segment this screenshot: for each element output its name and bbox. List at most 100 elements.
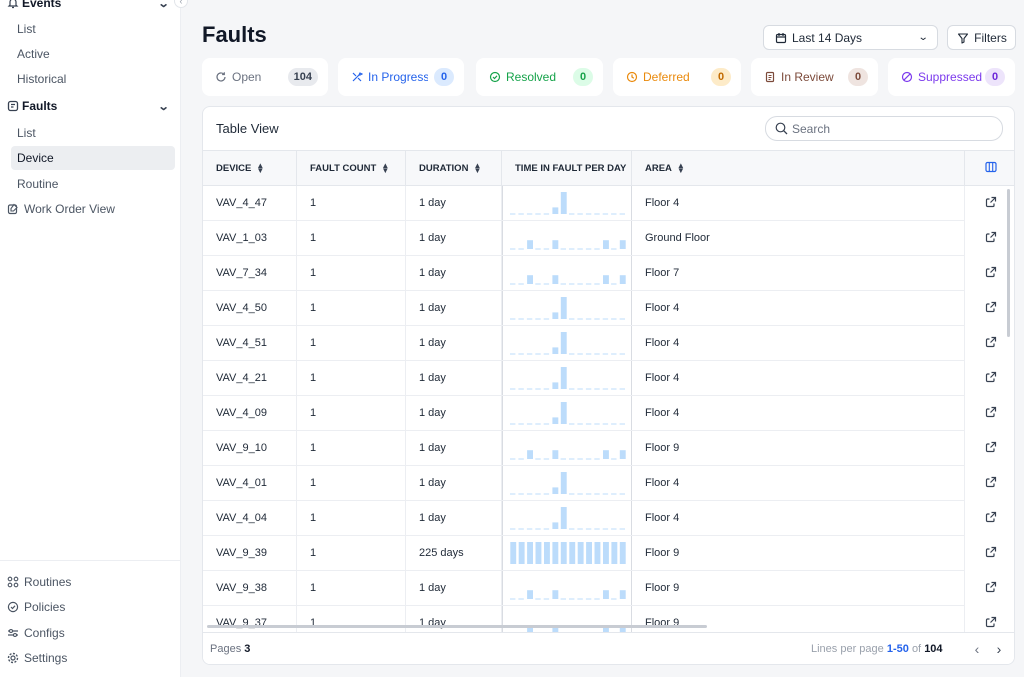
open-external-button[interactable]: [965, 186, 1014, 221]
sidebar-item-faults-routine[interactable]: Routine: [11, 172, 175, 196]
sparkline-baseline: [569, 283, 575, 285]
horizontal-scrollbar[interactable]: [207, 625, 707, 628]
column-settings-button[interactable]: [965, 151, 1014, 185]
cell-fault-count: 1: [297, 326, 406, 360]
table-row[interactable]: VAV_9_37 1 1 day Floor 9: [203, 606, 965, 632]
sidebar-item-configs[interactable]: Configs: [6, 623, 65, 643]
open-external-button[interactable]: [965, 291, 1014, 326]
next-page-button[interactable]: ›: [996, 641, 1002, 657]
nav-section-events[interactable]: Events ⌄: [6, 0, 174, 14]
table-row[interactable]: VAV_9_38 1 1 day Floor 9: [203, 571, 965, 606]
sparkline-baseline: [526, 388, 533, 390]
tab-suppressed[interactable]: Suppressed 0: [888, 58, 1015, 96]
sparkline-bar: [560, 402, 567, 424]
sparkline-baseline: [577, 213, 583, 215]
sidebar-item-events-list[interactable]: List: [11, 17, 175, 41]
cell-device: VAV_4_04: [203, 501, 297, 535]
vertical-scrollbar[interactable]: [1007, 189, 1010, 337]
sidebar-item-faults-device[interactable]: Device: [11, 146, 175, 170]
external-link-icon: [985, 231, 997, 246]
column-header-area[interactable]: AREA ▲ ▼: [632, 151, 965, 185]
open-external-button[interactable]: [965, 361, 1014, 396]
tab-open[interactable]: Open 104: [202, 58, 328, 96]
cell-area: Floor 4: [632, 361, 965, 395]
cell-time-in-fault-sparkline: [502, 396, 632, 430]
table-row[interactable]: VAV_4_04 1 1 day Floor 4: [203, 501, 965, 536]
chevron-down-icon[interactable]: ⌄: [157, 0, 170, 10]
tab-in-review[interactable]: In Review 0: [751, 58, 878, 96]
sidebar-item-faults-list[interactable]: List: [11, 121, 175, 145]
cell-time-in-fault-sparkline: [502, 361, 632, 395]
tools-icon: [350, 70, 364, 84]
cell-duration: 1 day: [406, 221, 502, 255]
filters-button[interactable]: Filters: [947, 25, 1016, 50]
open-external-button[interactable]: [965, 326, 1014, 361]
column-header-device[interactable]: DEVICE ▲ ▼: [203, 151, 297, 185]
sidebar-item-work-order-view[interactable]: Work Order View: [6, 199, 115, 219]
table-row[interactable]: VAV_1_03 1 1 day Ground Floor: [203, 221, 965, 256]
table-row[interactable]: VAV_9_39 1 225 days Floor 9: [203, 536, 965, 571]
sparkline-baseline: [518, 598, 524, 600]
sparkline-bar: [560, 472, 567, 494]
column-label: AREA: [645, 162, 672, 174]
cell-area: Ground Floor: [632, 221, 965, 255]
cell-duration: 1 day: [406, 606, 502, 632]
sparkline-baseline: [569, 388, 575, 390]
sparkline-bar: [552, 487, 559, 494]
sidebar-item-settings[interactable]: Settings: [6, 648, 67, 668]
column-header-duration[interactable]: DURATION ▲ ▼: [406, 151, 502, 185]
filter-icon: [956, 31, 970, 45]
table-row[interactable]: VAV_4_51 1 1 day Floor 4: [203, 326, 965, 361]
sidebar-item-events-active[interactable]: Active: [11, 42, 175, 66]
tab-deferred[interactable]: Deferred 0: [613, 58, 741, 96]
open-external-button[interactable]: [965, 501, 1014, 536]
sparkline-baseline: [535, 353, 541, 355]
table-row[interactable]: VAV_4_01 1 1 day Floor 4: [203, 466, 965, 501]
external-link-icon: [985, 581, 997, 596]
sidebar-item-label: Historical: [17, 72, 67, 86]
sparkline-baseline: [585, 423, 592, 425]
table-row[interactable]: VAV_9_10 1 1 day Floor 9: [203, 431, 965, 466]
sparkline-bar: [577, 542, 584, 564]
open-external-button[interactable]: [965, 221, 1014, 256]
table-row[interactable]: VAV_4_50 1 1 day Floor 4: [203, 291, 965, 326]
tab-resolved[interactable]: Resolved 0: [476, 58, 603, 96]
page-title: Faults: [202, 22, 267, 47]
chevron-down-icon: ⌄: [917, 32, 929, 43]
sparkline-baseline: [577, 528, 583, 530]
tab-label: Deferred: [643, 70, 690, 84]
date-range-select[interactable]: Last 14 Days ⌄: [763, 25, 938, 50]
table-row[interactable]: VAV_4_21 1 1 day Floor 4: [203, 361, 965, 396]
nav-section-faults[interactable]: Faults ⌄: [6, 95, 174, 117]
sidebar-item-policies[interactable]: Policies: [6, 597, 65, 617]
tab-count-badge: 0: [573, 68, 593, 86]
cell-time-in-fault-sparkline: [502, 256, 632, 290]
open-external-button[interactable]: [965, 396, 1014, 431]
table-row[interactable]: VAV_4_09 1 1 day Floor 4: [203, 396, 965, 431]
column-header-fault-count[interactable]: FAULT COUNT ▲ ▼: [297, 151, 406, 185]
open-external-button[interactable]: [965, 431, 1014, 466]
table-row[interactable]: VAV_4_47 1 1 day Floor 4: [203, 186, 965, 221]
open-external-button[interactable]: [965, 606, 1014, 632]
sidebar-collapse-handle[interactable]: ‹: [174, 0, 188, 8]
sparkline-baseline: [543, 213, 550, 215]
sparkline-bar: [619, 450, 626, 459]
cell-device: VAV_7_34: [203, 256, 297, 290]
tab-in-progress[interactable]: In Progress 0: [338, 58, 464, 96]
sidebar-item-events-historical[interactable]: Historical: [11, 67, 175, 91]
sparkline-baseline: [611, 388, 617, 390]
table-row[interactable]: VAV_7_34 1 1 day Floor 7: [203, 256, 965, 291]
sparkline-baseline: [560, 283, 566, 285]
chevron-down-icon[interactable]: ⌄: [157, 100, 170, 113]
sparkline-bar: [560, 332, 567, 354]
open-external-button[interactable]: [965, 466, 1014, 501]
open-external-button[interactable]: [965, 256, 1014, 291]
prev-page-button[interactable]: ‹: [974, 641, 980, 657]
sparkline-baseline: [510, 353, 516, 355]
open-external-button[interactable]: [965, 571, 1014, 606]
search-input[interactable]: [792, 121, 992, 136]
sparkline-baseline: [510, 248, 516, 250]
open-external-button[interactable]: [965, 536, 1014, 571]
check-circle-icon: [488, 70, 502, 84]
sidebar-item-routines[interactable]: Routines: [6, 572, 71, 592]
